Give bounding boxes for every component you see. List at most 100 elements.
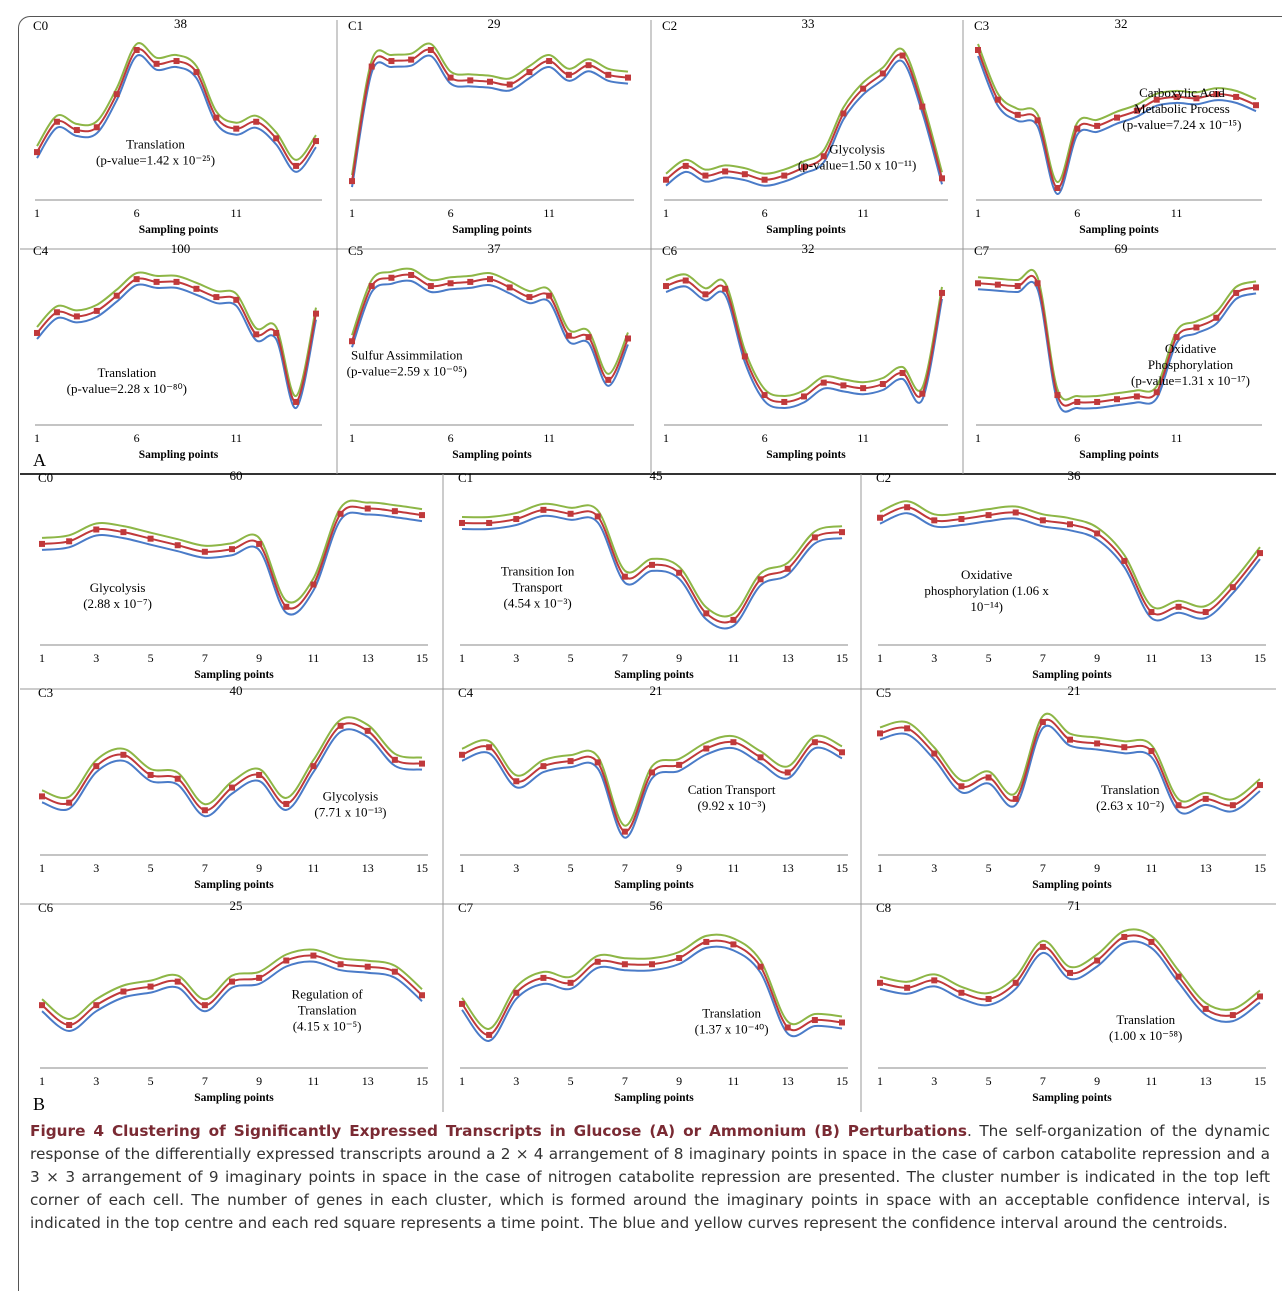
time-point-marker	[730, 739, 737, 746]
cluster-label: C6	[662, 243, 678, 258]
x-tick-label: 15	[1254, 861, 1266, 875]
time-point-marker	[540, 506, 547, 513]
x-tick-label: 7	[202, 861, 208, 875]
time-point-marker	[784, 565, 791, 572]
time-point-marker	[621, 573, 628, 580]
time-point-marker	[939, 175, 945, 182]
x-axis-title: Sampling points	[1032, 1092, 1112, 1104]
time-point-marker	[1148, 609, 1155, 616]
lower-confidence-curve	[461, 945, 843, 1042]
time-point-marker	[419, 512, 425, 519]
x-tick-label: 1	[349, 431, 355, 445]
x-tick-label: 13	[1200, 1074, 1212, 1088]
time-point-marker	[1253, 102, 1259, 109]
time-point-marker	[663, 283, 669, 290]
time-point-marker	[919, 103, 926, 110]
time-point-marker	[958, 516, 965, 523]
gene-count: 45	[650, 468, 663, 483]
x-tick-label: 7	[1040, 651, 1046, 665]
time-point-marker	[39, 1002, 45, 1009]
x-axis-title: Sampling points	[614, 669, 694, 681]
lower-confidence-curve	[36, 54, 317, 173]
annotation-text: (1.37 x 10⁻⁴⁰)	[695, 1021, 769, 1036]
time-point-marker	[594, 759, 601, 766]
annotation-text: Translation	[1116, 1012, 1175, 1027]
time-point-marker	[649, 961, 655, 968]
time-point-marker	[1094, 398, 1101, 405]
section-label-a: A	[33, 450, 46, 470]
time-point-marker	[1012, 509, 1019, 516]
time-point-marker	[904, 504, 911, 511]
time-point-marker	[487, 78, 493, 85]
centroid-curve	[351, 48, 629, 182]
time-point-marker	[293, 162, 300, 169]
time-point-marker	[133, 47, 140, 53]
x-tick-label: 15	[836, 1074, 848, 1088]
time-point-marker	[174, 978, 181, 985]
time-point-marker	[34, 149, 40, 156]
x-axis-title: Sampling points	[1032, 879, 1112, 891]
annotation-text: Translation	[1101, 782, 1160, 797]
x-tick-label: 11	[231, 206, 243, 220]
time-point-marker	[1039, 943, 1046, 950]
x-tick-label: 9	[676, 651, 682, 665]
time-point-marker	[93, 1002, 100, 1009]
x-tick-label: 6	[448, 431, 454, 445]
time-point-marker	[467, 278, 474, 285]
time-point-marker	[1229, 802, 1236, 809]
time-point-marker	[1094, 530, 1101, 537]
time-point-marker	[66, 799, 73, 806]
x-tick-label: 9	[256, 651, 262, 665]
time-point-marker	[1133, 107, 1140, 114]
time-point-marker	[1173, 93, 1180, 100]
time-point-marker	[506, 81, 513, 88]
time-point-marker	[722, 285, 729, 292]
time-point-marker	[526, 69, 533, 76]
time-point-marker	[147, 535, 154, 542]
time-point-marker	[1257, 782, 1263, 789]
x-tick-label: 3	[931, 651, 937, 665]
cluster-label: C7	[458, 900, 474, 915]
cluster-label: C1	[458, 470, 473, 485]
x-tick-label: 13	[362, 651, 374, 665]
time-point-marker	[1202, 609, 1209, 616]
time-point-marker	[1257, 550, 1263, 557]
gene-count: 56	[650, 898, 664, 913]
x-tick-label: 11	[1146, 651, 1158, 665]
time-point-marker	[663, 176, 669, 183]
x-tick-label: 11	[857, 431, 869, 445]
x-tick-label: 5	[568, 861, 574, 875]
time-point-marker	[877, 514, 883, 521]
x-tick-label: 11	[543, 431, 555, 445]
cluster-label: C2	[662, 18, 677, 33]
time-point-marker	[313, 138, 319, 145]
annotation-text: (9.92 x 10⁻³)	[698, 798, 766, 813]
time-point-marker	[703, 745, 710, 752]
x-tick-label: 5	[568, 651, 574, 665]
time-point-marker	[368, 283, 375, 290]
x-tick-label: 3	[93, 861, 99, 875]
x-axis-title: Sampling points	[452, 224, 532, 236]
time-point-marker	[839, 1019, 845, 1026]
time-point-marker	[506, 284, 513, 291]
x-tick-label: 11	[728, 651, 740, 665]
x-tick-label: 11	[1171, 431, 1183, 445]
time-point-marker	[1094, 122, 1101, 129]
time-point-marker	[820, 153, 827, 160]
time-point-marker	[447, 280, 454, 287]
time-point-marker	[201, 548, 208, 555]
time-point-marker	[253, 118, 260, 125]
time-point-marker	[419, 992, 425, 999]
time-point-marker	[877, 730, 883, 737]
upper-confidence-curve	[879, 712, 1261, 803]
time-point-marker	[459, 1000, 465, 1007]
time-point-marker	[682, 277, 689, 284]
time-point-marker	[931, 517, 938, 524]
time-point-marker	[757, 576, 764, 583]
time-point-marker	[213, 294, 220, 301]
time-point-marker	[53, 309, 60, 316]
time-point-marker	[1213, 314, 1220, 321]
x-tick-label: 13	[782, 1074, 794, 1088]
lower-confidence-curve	[461, 746, 843, 839]
time-point-marker	[1014, 283, 1021, 290]
